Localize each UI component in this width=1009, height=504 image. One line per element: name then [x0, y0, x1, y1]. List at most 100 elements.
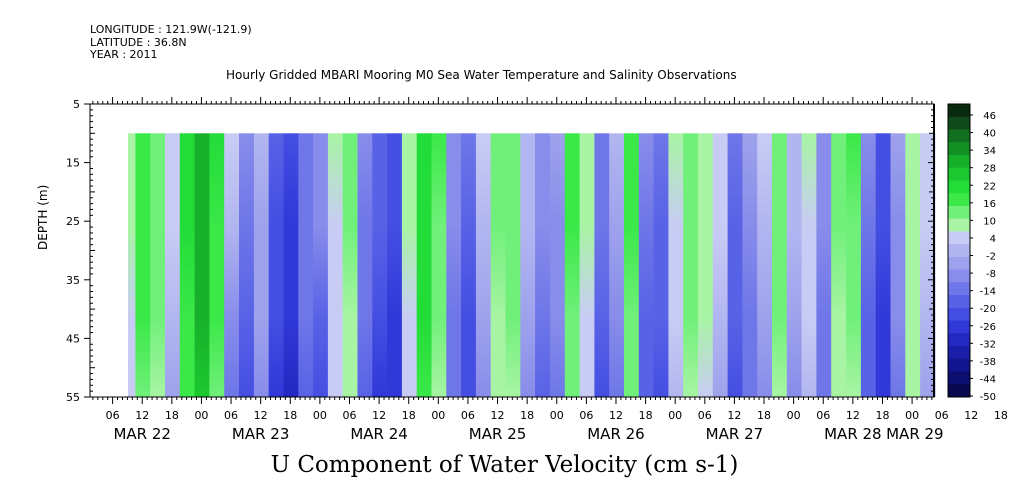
heatmap-column: [905, 133, 921, 398]
x-tick-label: 00: [668, 409, 682, 422]
colorbar-swatch: [948, 231, 970, 245]
heatmap-column: [372, 133, 388, 398]
colorbar-label: -38: [980, 357, 996, 368]
heatmap-column: [683, 133, 699, 398]
colorbar-swatch: [948, 320, 970, 334]
y-tick-label: 45: [66, 332, 80, 345]
colorbar-swatch: [948, 167, 970, 181]
y-tick-label: 15: [66, 157, 80, 170]
x-tick-label: 12: [491, 409, 505, 422]
x-tick-label: 00: [550, 409, 564, 422]
colorbar-swatch: [948, 358, 970, 373]
chart-subtitle: Hourly Gridded MBARI Mooring M0 Sea Wate…: [226, 68, 737, 82]
x-tick-label: 06: [698, 409, 712, 422]
x-tick-label: 06: [106, 409, 120, 422]
heatmap-column: [860, 133, 877, 398]
x-date-label: MAR 28: [824, 425, 881, 443]
heatmap-column: [564, 133, 581, 398]
x-tick-label: 12: [727, 409, 741, 422]
x-tick-label: 12: [964, 409, 978, 422]
heatmap-column: [550, 133, 566, 398]
x-tick-label: 06: [935, 409, 949, 422]
colorbar-label: -50: [980, 392, 996, 403]
colorbar-label: -32: [980, 339, 996, 350]
x-tick-label: 00: [194, 409, 208, 422]
heatmap-column: [283, 133, 299, 398]
heatmap-column: [890, 133, 906, 398]
colorbar-label: 16: [983, 199, 996, 210]
y-tick-label: 35: [66, 274, 80, 287]
y-tick-label: 25: [66, 215, 80, 228]
colorbar-swatch: [948, 282, 970, 296]
colorbar-swatch: [948, 307, 970, 322]
heatmap-column: [772, 133, 788, 398]
colorbar-swatch: [948, 295, 970, 309]
x-tick-label: 18: [402, 409, 416, 422]
heatmap-column: [505, 133, 521, 398]
x-tick-label: 06: [461, 409, 475, 422]
y-tick-label: 55: [66, 391, 80, 404]
colorbar-swatch: [948, 269, 970, 283]
colorbar-swatch: [948, 180, 970, 194]
colorbar-label: -26: [980, 322, 996, 333]
heatmap-column: [461, 133, 477, 398]
heatmap-column: [431, 133, 447, 398]
chart-title: U Component of Water Velocity (cm s-1): [270, 452, 739, 478]
heatmap-column: [357, 133, 373, 398]
heatmap-column: [342, 133, 359, 398]
heatmap-column: [816, 133, 832, 398]
x-tick-label: 18: [283, 409, 297, 422]
heatmap-column: [875, 133, 892, 398]
colorbar-label: -20: [980, 304, 996, 315]
heatmap-column: [179, 133, 196, 398]
x-tick-label: 00: [431, 409, 445, 422]
heatmap-column: [416, 133, 433, 398]
heatmap-column: [638, 133, 655, 398]
heatmap-column: [624, 133, 640, 398]
x-tick-label: 12: [609, 409, 623, 422]
heatmap-column: [194, 133, 210, 398]
colorbar-swatch: [948, 129, 970, 143]
heatmap-column: [475, 133, 492, 398]
heatmap-column: [327, 133, 344, 398]
colorbar-label: -44: [980, 374, 996, 385]
x-tick-label: 18: [757, 409, 771, 422]
colorbar-label: 10: [983, 216, 996, 227]
heatmap-column: [128, 133, 136, 398]
colorbar-swatch: [948, 104, 970, 118]
colorbar-label: 46: [983, 111, 996, 122]
colorbar-label: 4: [990, 234, 996, 245]
x-date-label: MAR 24: [350, 425, 407, 443]
heatmap-column: [135, 133, 151, 398]
heatmap-column: [757, 133, 773, 398]
heatmap-column: [786, 133, 803, 398]
heatmap-column: [268, 133, 285, 398]
colorbar-swatch: [948, 346, 970, 360]
heatmap-column: [253, 133, 270, 398]
x-date-label: MAR 26: [587, 425, 644, 443]
heatmap-column: [224, 133, 240, 398]
heatmap-column: [698, 133, 714, 398]
heatmap-column: [742, 133, 758, 398]
heatmap-column: [387, 133, 403, 398]
colorbar: 46 40 34 28 22 16 10 4 -2 -8 -14 -20 -26 -32 -38 -44 -50: [947, 103, 996, 403]
colorbar-swatch: [948, 116, 970, 130]
heatmap-column: [446, 133, 462, 398]
heatmap-column: [712, 133, 729, 398]
x-tick-label: 00: [787, 409, 801, 422]
x-tick-label: 12: [135, 409, 149, 422]
heatmap-cells: [128, 133, 936, 398]
station-metadata: LONGITUDE : 121.9W(-121.9) LATITUDE : 36…: [90, 23, 252, 62]
colorbar-label: 34: [983, 146, 996, 157]
heatmap-column: [401, 133, 418, 398]
x-tick-label: 00: [313, 409, 327, 422]
colorbar-label: 28: [983, 164, 996, 175]
colorbar-swatch: [948, 142, 970, 156]
longitude-label: LONGITUDE : 121.9W(-121.9): [90, 23, 252, 36]
heatmap-column: [520, 133, 536, 398]
heatmap-column: [727, 133, 743, 398]
colorbar-label: 40: [983, 129, 996, 140]
heatmap-column: [920, 133, 936, 398]
colorbar-label: -14: [980, 287, 996, 298]
